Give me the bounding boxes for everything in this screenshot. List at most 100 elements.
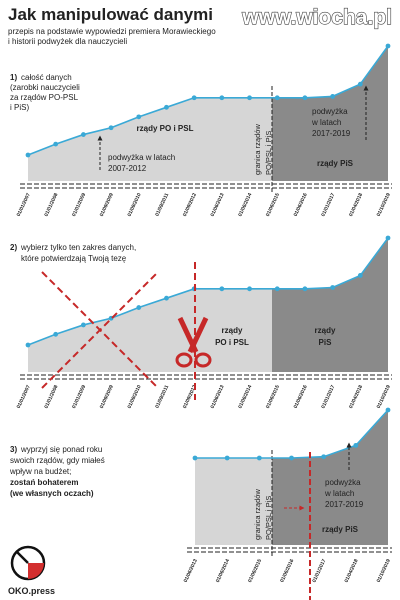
logo-text: OKO.press [8,586,55,596]
watermark: www.wiocha.pl [241,6,392,29]
area-pis [272,46,388,181]
annotation: w latach [311,118,341,127]
x-tick-label: 01/06/2013 [210,192,226,217]
cross-line [41,271,159,389]
x-tick-label: 01/09/2011 [154,384,170,409]
step-text: które potwierdzają Twoją tezę [21,254,127,263]
x-tick-label: 01/06/2015 [247,558,263,583]
x-tick-label: 01/01/2007 [16,384,32,409]
annotation: podwyżka w latach [108,153,175,162]
data-point [330,285,336,290]
divider-label: granica rządów [253,124,262,175]
step-text: wpływ na budżet; [9,467,71,476]
data-point [136,305,142,310]
annotation: rządy PiS [322,525,359,534]
annotation: podwyżka [312,107,348,116]
x-tick-label: 01/06/2015 [265,192,281,217]
handle [175,352,193,368]
data-point [357,273,363,278]
x-tick-label: 01/09/2010 [127,192,143,217]
annotation: w latach [324,489,354,498]
step-text-bold: (we własnych oczach) [10,489,94,498]
data-point [136,114,142,120]
data-point [53,331,59,337]
data-point [224,455,230,461]
x-tick-label: 01/06/2014 [237,384,253,409]
x-tick-label: 01/06/2013 [210,384,226,409]
data-point [164,104,169,110]
annotation: 2017-2019 [312,129,351,138]
step-number: 2) [10,243,17,252]
data-point [25,152,31,158]
step-number: 1) [10,73,17,82]
x-tick-label: 01/06/2016 [293,192,309,217]
step-text: wyprzyj się ponad roku [20,445,102,454]
x-tick-label: 01/09/2009 [99,384,115,409]
divider-label: PO/PSL i PiS [264,496,273,540]
data-point [321,454,327,460]
data-point [25,342,31,348]
x-tick-label: 01/01/2009 [71,192,87,217]
data-point [302,286,308,292]
step-text: wybierz tylko ten zakres danych, [20,243,136,252]
step-text-bold: zostań bohaterem [10,478,78,487]
title: Jak manipulować danymi [8,5,213,24]
data-point [80,322,86,328]
step-text: i PiS) [10,103,29,112]
data-point [256,455,262,461]
data-point [53,141,59,147]
logo-sector [28,563,44,579]
data-point [274,95,280,101]
annotation: rządy [315,326,336,335]
data-point [219,286,225,292]
data-point [247,286,252,292]
data-point [357,81,363,87]
annotation: rządy PO i PSL [137,124,194,133]
step-text: za rządów PO-PSL [10,93,79,102]
data-point [289,455,294,461]
data-point [385,43,391,49]
data-point [385,407,391,413]
data-point [247,95,252,101]
x-tick-label: 01/09/2012 [182,192,198,217]
annotation: 2007-2012 [108,164,147,173]
step-text: swoich rządów, gdy miałeś [10,456,105,465]
annotation: rządy PiS [317,159,354,168]
data-point [191,95,197,101]
x-tick-label: 01/10/2019 [376,192,392,217]
step-text: całość danych [21,73,72,82]
x-tick-label: 01/01/2017 [320,384,336,409]
annotation: PiS [319,338,333,347]
area-pis [272,410,388,545]
handle [194,352,212,368]
x-tick-label: 01/01/2009 [71,384,87,409]
x-tick-label: 01/09/2011 [154,192,170,217]
step-number: 3) [10,445,17,454]
data-line [27,237,389,346]
x-tick-label: 01/09/2009 [99,192,115,217]
annotation: podwyżka [325,478,361,487]
x-tick-label: 01/01/2008 [43,384,59,409]
x-tick-label: 01/04/2018 [348,384,364,409]
x-tick-label: 01/10/2019 [376,558,392,583]
annotation: PO i PSL [215,338,249,347]
scissors-icon [175,316,212,368]
x-tick-label: 01/06/2014 [215,558,231,583]
x-tick-label: 01/01/2007 [16,192,32,217]
new-cut-mark [284,452,311,600]
logo: OKO.press [8,545,55,596]
data-point [302,95,308,101]
divider-label: PO/PSL i PiS [264,131,273,175]
x-tick-label: 01/10/2019 [376,384,392,409]
data-point [385,235,391,241]
blade [187,316,209,354]
area-pis [272,238,388,372]
x-tick-label: 01/04/2018 [348,192,364,217]
x-tick-label: 01/06/2014 [237,192,253,217]
logo-line [15,550,29,564]
subtitle: przepis na podstawie wypowiedzi premiera… [8,27,216,36]
rejected-range-mark [41,262,196,400]
